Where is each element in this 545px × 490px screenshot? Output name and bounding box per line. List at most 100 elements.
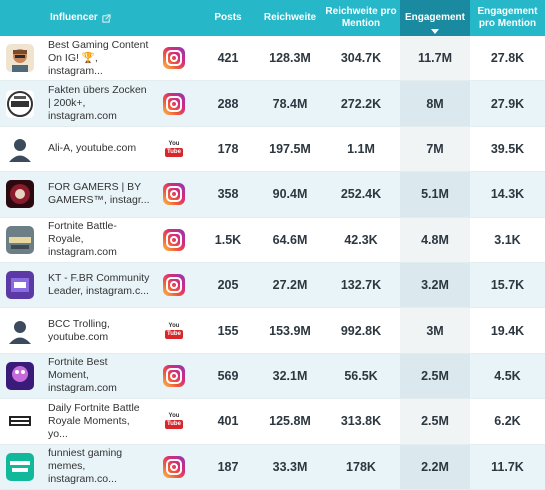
engagement-value: 8M [400, 81, 470, 126]
influencer-cell[interactable]: Fortnite Best Moment, instagram.com [0, 354, 150, 398]
youtube-icon-top: You [168, 140, 180, 147]
column-header-posts[interactable]: Posts [214, 12, 242, 23]
posts-value: 569 [217, 368, 239, 383]
engagement-value: 11.7M [400, 36, 470, 81]
influencer-cell[interactable]: funniest gaming memes, instagram.co... [0, 445, 150, 489]
engagement-value: 4.8M [400, 217, 470, 262]
table-body: Best Gaming Content On IG! 🏆, instagram.… [0, 36, 545, 490]
engagement-value: 2.5M [400, 353, 470, 399]
platform-cell [150, 36, 198, 80]
youtube-icon-top: You [168, 413, 180, 420]
reach-value: 153.9M [269, 323, 311, 338]
table-row[interactable]: BCC Trolling, youtube.com You Tube 155 15… [0, 308, 545, 354]
engagement-per-mention-value: 11.7K [491, 459, 524, 474]
platform-cell [150, 172, 198, 216]
column-header-reach[interactable]: Reichweite [263, 12, 317, 23]
reach-value: 128.3M [269, 51, 311, 66]
influencer-name[interactable]: KT - F.BR Community Leader, instagram.c.… [48, 272, 150, 298]
reach-per-mention-value: 272.2K [340, 96, 382, 111]
avatar [6, 89, 34, 118]
column-header-influencer[interactable]: Influencer [0, 0, 150, 36]
engagement-per-mention-value: 3.1K [494, 232, 521, 247]
youtube-icon: You Tube [165, 323, 183, 339]
platform-cell [150, 354, 198, 398]
instagram-icon [163, 364, 185, 387]
youtube-icon: You Tube [165, 141, 183, 157]
table-row[interactable]: Best Gaming Content On IG! 🏆, instagram.… [0, 36, 545, 82]
table-row[interactable]: Fortnite Battle-Royale, instagram.com 1.… [0, 217, 545, 263]
instagram-icon [163, 92, 185, 115]
engagement-value: 7M [400, 126, 470, 172]
column-header-platform [150, 0, 198, 36]
influencer-name[interactable]: FOR GAMERS | BY GAMERS™, instagr... [48, 181, 150, 207]
posts-value: 288 [217, 96, 239, 111]
reach-per-mention-value: 304.7K [340, 51, 382, 66]
engagement-value: 3M [400, 308, 470, 353]
influencer-name[interactable]: funniest gaming memes, instagram.co... [48, 447, 123, 486]
engagement-value: 2.2M [400, 444, 470, 489]
platform-cell: You Tube [150, 399, 198, 443]
instagram-icon [163, 228, 185, 251]
influencer-cell[interactable]: Best Gaming Content On IG! 🏆, instagram.… [0, 36, 150, 80]
influencer-cell[interactable]: Daily Fortnite Battle Royale Moments, yo… [0, 399, 150, 443]
table-row[interactable]: FOR GAMERS | BY GAMERS™, instagr... 358 … [0, 172, 545, 218]
reach-value: 33.3M [272, 459, 308, 474]
table-row[interactable]: Ali-A, youtube.com You Tube 178 197.5M 1.… [0, 126, 545, 173]
influencer-cell[interactable]: Ali-A, youtube.com [0, 127, 150, 171]
engagement-header-label: Engagement [404, 12, 465, 23]
influencer-name[interactable]: Fortnite Best Moment, instagram.com [48, 356, 117, 395]
avatar [6, 180, 34, 209]
influencer-name[interactable]: Best Gaming Content On IG! 🏆, instagram.… [48, 38, 149, 77]
influencer-cell[interactable]: FOR GAMERS | BY GAMERS™, instagr... [0, 172, 150, 216]
posts-value: 178 [217, 141, 239, 156]
engagement-per-mention-value: 27.8K [490, 51, 525, 66]
avatar [6, 271, 34, 300]
external-link-icon[interactable] [102, 13, 111, 23]
table-row[interactable]: Daily Fortnite Battle Royale Moments, yo… [0, 399, 545, 445]
reach-value: 90.4M [272, 187, 308, 202]
sort-descending-icon [431, 29, 439, 34]
reach-value: 27.2M [272, 278, 308, 293]
avatar [6, 452, 34, 481]
table-row[interactable]: Fakten übers Zocken | 200k+, instagram.c… [0, 81, 545, 127]
influencer-name[interactable]: Ali-A, youtube.com [48, 142, 137, 155]
reach-per-mention-value: 42.3K [344, 232, 378, 247]
table-row[interactable]: funniest gaming memes, instagram.co... 1… [0, 444, 545, 490]
platform-cell [150, 81, 198, 125]
engagement-per-mention-value: 39.5K [490, 141, 525, 156]
influencer-name[interactable]: Fakten übers Zocken | 200k+, instagram.c… [48, 84, 147, 123]
avatar [6, 44, 34, 73]
column-header-engagement[interactable]: Engagement [400, 0, 470, 36]
influencer-cell[interactable]: BCC Trolling, youtube.com [0, 308, 150, 352]
platform-cell [150, 218, 198, 262]
platform-cell: You Tube [150, 127, 198, 171]
influencer-name[interactable]: BCC Trolling, youtube.com [48, 317, 110, 343]
column-header-reach-per-mention[interactable]: Reichweite pro Mention [325, 6, 397, 29]
avatar [6, 134, 34, 163]
youtube-icon-bottom: Tube [165, 329, 183, 339]
youtube-icon-top: You [168, 322, 180, 329]
reach-value: 64.6M [272, 232, 308, 247]
engagement-per-mention-value: 14.3K [490, 187, 525, 202]
reach-per-mention-value: 313.8K [340, 414, 382, 429]
platform-cell: You Tube [150, 308, 198, 352]
influencer-cell[interactable]: Fortnite Battle-Royale, instagram.com [0, 218, 150, 262]
column-header-engagement-per-mention[interactable]: Engagement pro Mention [477, 6, 538, 29]
influencer-name[interactable]: Daily Fortnite Battle Royale Moments, yo… [48, 401, 140, 440]
influencer-name[interactable]: Fortnite Battle-Royale, instagram.com [48, 220, 117, 259]
influencer-cell[interactable]: Fakten übers Zocken | 200k+, instagram.c… [0, 81, 150, 125]
reach-per-mention-value: 1.1M [347, 141, 375, 156]
reach-per-mention-value: 178K [346, 459, 376, 474]
reach-value: 78.4M [272, 96, 308, 111]
posts-value: 401 [217, 414, 239, 429]
influencer-header-label: Influencer [50, 12, 98, 23]
instagram-icon [163, 183, 185, 206]
table-row[interactable]: KT - F.BR Community Leader, instagram.c.… [0, 262, 545, 309]
influencer-cell[interactable]: KT - F.BR Community Leader, instagram.c.… [0, 263, 150, 307]
posts-value: 358 [217, 187, 239, 202]
reach-per-mention-value: 132.7K [340, 278, 382, 293]
engagement-per-mention-value: 15.7K [490, 278, 525, 293]
reach-per-mention-value: 252.4K [340, 187, 382, 202]
instagram-icon [163, 47, 185, 70]
table-row[interactable]: Fortnite Best Moment, instagram.com 569 … [0, 353, 545, 400]
